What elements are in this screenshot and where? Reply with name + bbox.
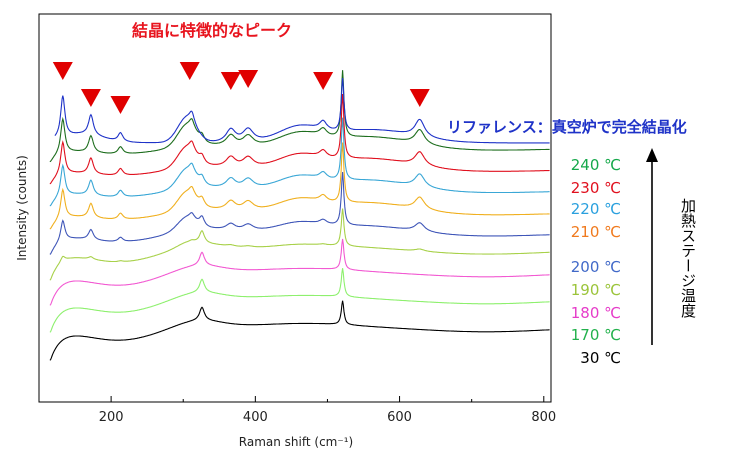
heating-arrow xyxy=(646,148,658,345)
temp-label-6: 220 ℃ xyxy=(571,200,621,218)
temp-label-8: 240 ℃ xyxy=(571,156,621,174)
plot-frame xyxy=(38,13,552,403)
spectrum-line-6 xyxy=(49,117,550,207)
spectrum-line-4 xyxy=(49,171,550,255)
y-axis-label: Intensity (counts) xyxy=(15,155,29,261)
peak-marker-1 xyxy=(80,89,101,107)
peak-marker-2 xyxy=(110,96,131,114)
x-tick-label-0: 200 xyxy=(99,410,124,425)
temp-label-2: 180 ℃ xyxy=(571,304,621,322)
peak-marker-0 xyxy=(52,62,73,80)
temp-label-1: 170 ℃ xyxy=(571,326,621,344)
peak-marker-5 xyxy=(238,70,259,88)
spectra-group xyxy=(49,70,550,361)
peak-marker-4 xyxy=(220,72,241,90)
spectrum-line-9 xyxy=(54,77,550,144)
heating-label: 加熱ステージ温度 xyxy=(679,198,697,318)
temp-label-5: 210 ℃ xyxy=(571,223,621,241)
spectrum-line-1 xyxy=(49,268,550,333)
x-axis-label: Raman shift (cm⁻¹) xyxy=(239,435,353,449)
spectrum-line-7 xyxy=(49,93,550,185)
temp-label-3: 190 ℃ xyxy=(571,281,621,299)
spectrum-line-3 xyxy=(49,208,550,281)
temperature-labels: 30 ℃ 170 ℃ 180 ℃ 190 ℃ 200 ℃ 210 ℃ 220 ℃ 230 ℃ 2… xyxy=(571,156,621,367)
spectrum-line-8 xyxy=(49,70,550,163)
spectrum-line-2 xyxy=(49,238,550,306)
x-tick-label-2: 600 xyxy=(387,410,412,425)
peak-marker-7 xyxy=(409,89,430,107)
x-tick-label-1: 400 xyxy=(243,410,268,425)
peak-markers xyxy=(52,62,430,114)
x-ticks: 200 400 600 800 xyxy=(38,396,556,425)
temp-label-7: 230 ℃ xyxy=(571,179,621,197)
peak-marker-6 xyxy=(313,72,334,90)
temp-label-0: 30 ℃ xyxy=(580,349,621,367)
spectrum-line-0 xyxy=(49,300,550,361)
chart-title: 結晶に特徴的なピーク xyxy=(132,21,292,40)
x-tick-label-3: 800 xyxy=(531,410,556,425)
reference-label: リファレンス：真空炉で完全結晶化 xyxy=(447,118,687,136)
temp-label-4: 200 ℃ xyxy=(571,258,621,276)
peak-marker-3 xyxy=(179,62,200,80)
spectrum-line-5 xyxy=(49,142,550,230)
